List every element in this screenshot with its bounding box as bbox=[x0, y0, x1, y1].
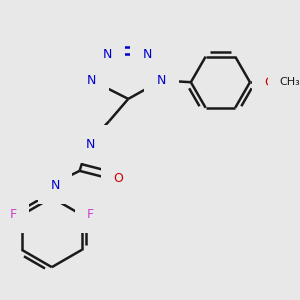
Text: O: O bbox=[264, 76, 274, 89]
Text: N: N bbox=[157, 74, 166, 87]
Text: N: N bbox=[103, 48, 112, 61]
Text: N: N bbox=[143, 48, 152, 61]
Text: CH₃: CH₃ bbox=[280, 77, 300, 87]
Text: F: F bbox=[87, 208, 94, 221]
Text: F: F bbox=[9, 208, 16, 221]
Text: H: H bbox=[38, 174, 48, 188]
Text: N: N bbox=[87, 74, 97, 87]
Text: N: N bbox=[51, 178, 60, 192]
Text: N: N bbox=[85, 138, 95, 151]
Text: H: H bbox=[73, 134, 82, 147]
Text: O: O bbox=[114, 172, 124, 185]
